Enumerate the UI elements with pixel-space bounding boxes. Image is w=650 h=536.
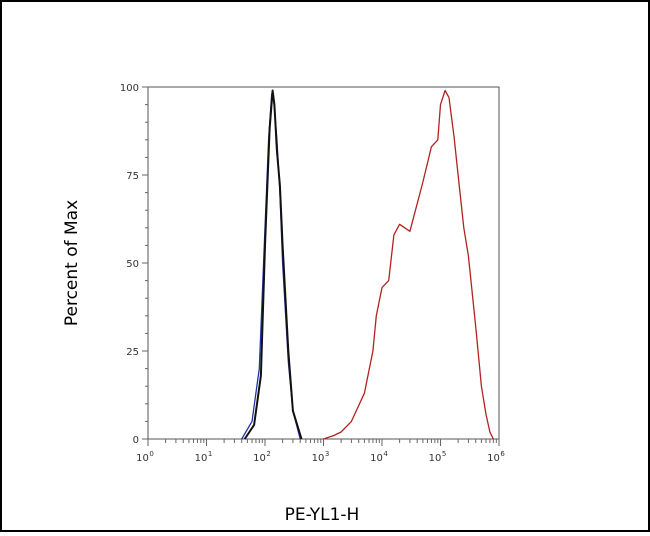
- x-tick-label: 104: [370, 450, 388, 464]
- y-tick-label: 50: [126, 259, 139, 270]
- y-tick-label: 25: [126, 347, 139, 358]
- y-tick-label: 75: [126, 171, 139, 182]
- x-tick-label: 100: [136, 450, 154, 464]
- plot-area: [147, 86, 500, 440]
- y-tick-label: 0: [133, 435, 139, 446]
- series-line-2: [243, 89, 303, 440]
- series-layer: [241, 89, 494, 440]
- x-tick-label: 101: [195, 450, 213, 464]
- x-tick-label: 106: [487, 450, 505, 464]
- x-tick-label: 105: [429, 450, 447, 464]
- y-tick-label: 100: [120, 83, 139, 94]
- x-tick-label: 103: [312, 450, 330, 464]
- x-axis-title: PE-YL1-H: [285, 505, 360, 525]
- y-axis-title: Percent of Max: [62, 200, 82, 326]
- axis-ticks: 0 25 50 75 100 100 101 102 103 104 105 106: [120, 83, 505, 464]
- series-line-3: [323, 89, 494, 440]
- x-tick-label: 102: [253, 450, 271, 464]
